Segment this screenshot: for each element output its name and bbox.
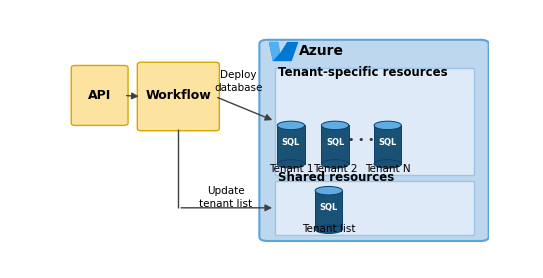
Ellipse shape <box>374 121 401 130</box>
FancyBboxPatch shape <box>137 62 219 131</box>
Text: Tenant-specific resources: Tenant-specific resources <box>279 66 448 80</box>
Ellipse shape <box>321 121 349 130</box>
Text: Deploy
database: Deploy database <box>214 70 262 93</box>
Text: Tenant list: Tenant list <box>302 224 356 234</box>
Polygon shape <box>269 42 299 61</box>
Text: Tenant N: Tenant N <box>365 164 411 174</box>
Text: Update
tenant list: Update tenant list <box>199 185 252 209</box>
Text: • • •: • • • <box>349 135 375 145</box>
FancyBboxPatch shape <box>71 65 128 125</box>
Text: Tenant 2: Tenant 2 <box>313 164 357 174</box>
Bar <box>374 125 401 164</box>
Ellipse shape <box>315 187 343 195</box>
Ellipse shape <box>374 160 401 168</box>
Text: SQL: SQL <box>378 138 397 147</box>
Bar <box>275 68 473 175</box>
Text: Shared resources: Shared resources <box>279 171 395 184</box>
FancyBboxPatch shape <box>260 40 489 241</box>
Bar <box>315 191 343 229</box>
Bar <box>321 125 349 164</box>
Ellipse shape <box>277 121 305 130</box>
Polygon shape <box>278 42 287 53</box>
Text: Workflow: Workflow <box>146 89 211 102</box>
Polygon shape <box>269 42 280 61</box>
Text: SQL: SQL <box>326 138 344 147</box>
Text: Azure: Azure <box>299 44 344 58</box>
Bar <box>275 181 473 235</box>
Ellipse shape <box>321 160 349 168</box>
Text: API: API <box>88 89 111 102</box>
Text: Tenant 1: Tenant 1 <box>269 164 313 174</box>
Ellipse shape <box>315 225 343 234</box>
Text: SQL: SQL <box>282 138 300 147</box>
Ellipse shape <box>277 160 305 168</box>
Text: SQL: SQL <box>320 203 338 212</box>
Bar <box>277 125 305 164</box>
